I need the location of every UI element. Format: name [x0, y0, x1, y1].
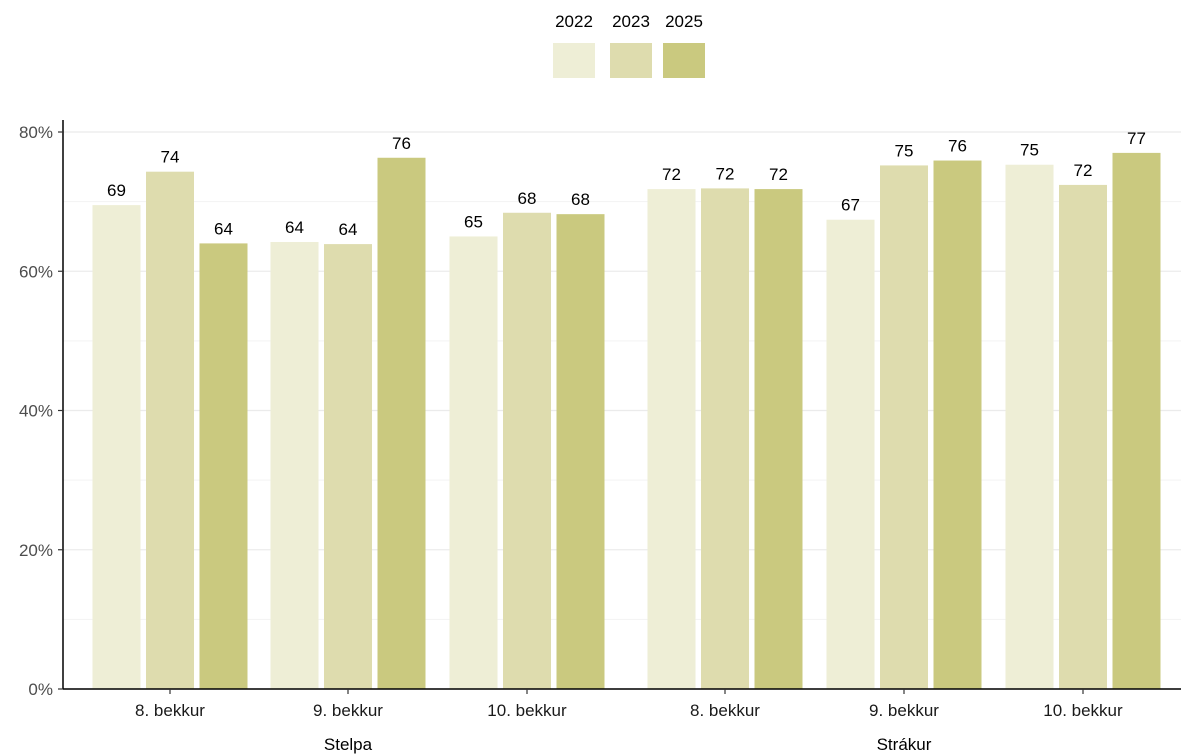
bar [324, 244, 372, 689]
bar-value-label: 72 [1074, 161, 1093, 180]
bar-value-label: 76 [392, 134, 411, 153]
bar [701, 188, 749, 690]
legend-swatch [610, 43, 652, 78]
bar-value-label: 72 [716, 164, 735, 183]
bar-value-label: 68 [571, 190, 590, 209]
labels: 69 64 65 72 67 75 74 64 68 72 75 72 64 76 68 72 76 77 0% 20… [19, 123, 1146, 754]
bar [449, 236, 498, 689]
bar [92, 205, 141, 689]
group-label: Strákur [877, 735, 932, 754]
y-tick-label: 0% [28, 680, 53, 699]
bar-value-label: 75 [895, 141, 914, 160]
x-tick-label: 9. bekkur [869, 701, 939, 720]
axes [58, 120, 1181, 694]
bar [1005, 164, 1054, 689]
y-tick-label: 20% [19, 541, 53, 560]
bar-value-label: 72 [769, 165, 788, 184]
bar [270, 242, 319, 689]
bar [933, 160, 982, 689]
y-tick-label: 80% [19, 123, 53, 142]
bar-value-label: 77 [1127, 129, 1146, 148]
bars [92, 152, 1161, 690]
bar [880, 165, 928, 690]
bar-value-label: 74 [161, 148, 180, 167]
legend-swatch [553, 43, 595, 78]
legend-label: 2022 [555, 12, 593, 31]
bar-value-label: 64 [285, 218, 304, 237]
y-tick-label: 60% [19, 262, 53, 281]
x-tick-label: 8. bekkur [135, 701, 205, 720]
legend-swatch [663, 43, 705, 78]
x-tick-label: 10. bekkur [487, 701, 567, 720]
bar [146, 171, 194, 689]
bar [503, 212, 551, 689]
x-tick-label: 9. bekkur [313, 701, 383, 720]
y-tick-label: 40% [19, 402, 53, 421]
gridlines [63, 131, 1181, 690]
bar [556, 214, 605, 689]
group-label: Stelpa [324, 735, 373, 754]
bar-value-label: 65 [464, 212, 483, 231]
bar-value-label: 76 [948, 137, 967, 156]
bar [826, 219, 875, 690]
legend-label: 2023 [612, 12, 650, 31]
bar [199, 243, 248, 689]
bar-value-label: 75 [1020, 141, 1039, 160]
bar [377, 157, 426, 690]
bar-value-label: 72 [662, 165, 681, 184]
bar [647, 189, 696, 689]
bar-value-label: 67 [841, 196, 860, 215]
legend-label: 2025 [665, 12, 703, 31]
bar [1059, 184, 1107, 690]
bar-value-label: 68 [518, 189, 537, 208]
legend: 2022 2023 2025 [553, 12, 705, 78]
x-tick-label: 8. bekkur [690, 701, 760, 720]
bar-value-label: 69 [107, 181, 126, 200]
bar-value-label: 64 [214, 219, 233, 238]
bar [1112, 152, 1161, 689]
bar-value-label: 64 [339, 220, 358, 239]
bar [754, 189, 803, 689]
x-tick-label: 10. bekkur [1043, 701, 1123, 720]
